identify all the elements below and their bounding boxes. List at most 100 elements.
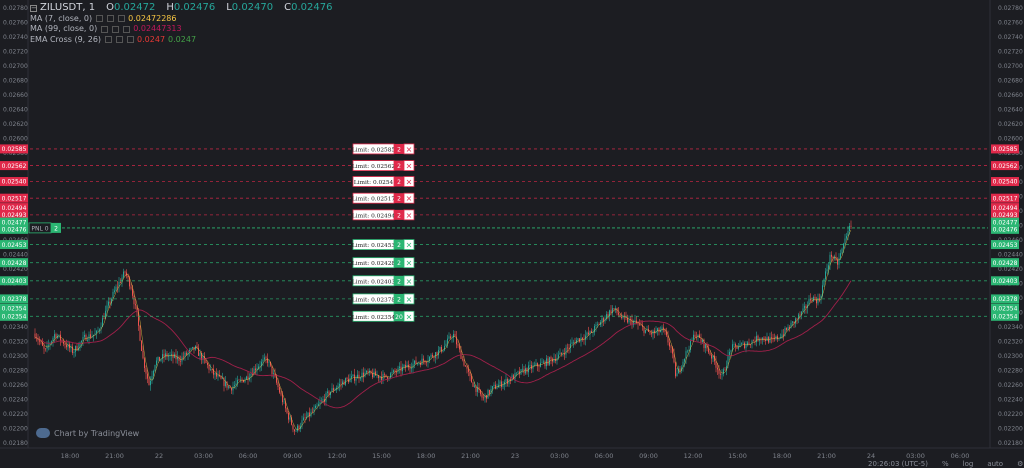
candle-body [565,347,567,355]
close-icon: × [406,211,413,220]
candle-body [400,366,402,372]
price-badge-label: 0.02354 [993,306,1018,313]
order-label: Limit: 0.02403 [352,279,395,285]
candle-body [618,312,619,315]
candle-body [417,363,418,365]
settings-icon[interactable] [116,36,124,44]
candle-body [573,342,574,343]
candle-body [741,343,742,345]
indicator-ma7[interactable]: MA (7, close, 0) 0.02472286 [30,14,332,25]
candle-body [849,225,850,231]
percent-toggle[interactable]: % [941,460,949,468]
order-qty: 2 [397,196,401,203]
cancel-order-button[interactable] [403,239,415,250]
cancel-order-button[interactable] [403,310,415,322]
order-sell[interactable]: Limit: 0.02494 2 × [30,209,988,221]
price-badge-left [0,240,28,250]
order-buy[interactable]: Limit: 0.02378 2 × [30,293,988,305]
candle-body [738,347,739,349]
eye-icon[interactable] [105,36,113,44]
position-line[interactable]: PNL 0 2 [28,222,988,234]
candle-body [483,397,484,399]
candle-body [87,340,88,341]
cancel-order-button[interactable] [403,209,415,221]
auto-toggle[interactable]: auto [987,460,1004,468]
collapse-icon[interactable]: − [30,3,37,12]
eye-icon[interactable] [101,25,109,33]
candle-body [384,373,385,375]
price-badge-label: 0.02354 [2,313,27,320]
order-qty: 20 [395,314,403,321]
order-sell[interactable]: Limit: 0.02585 2 × [30,143,988,155]
candle-body [309,412,310,417]
price-badge-label: 0.02540 [2,179,27,186]
order-lines[interactable]: Limit: 0.02585 2 × Limit: 0.02562 2 × Limit: 0… [28,143,988,322]
order-buy[interactable]: Limit: 0.02428 2 × [30,257,988,269]
order-buy[interactable]: Limit: 0.02403 2 × [30,275,988,287]
price-badge-left [0,161,28,171]
cancel-order-button[interactable] [403,293,415,305]
gear-icon[interactable]: ⚙ [1017,460,1024,468]
candle-body [259,365,261,367]
order-sell[interactable]: Limit: 0.02562 2 × [30,160,988,171]
candle-body [378,375,379,379]
order-buy[interactable]: Limit: 0.02354 20 × [30,310,988,322]
log-toggle[interactable]: log [962,460,974,468]
x-tick-label: 18:00 [61,452,80,460]
candle-body [366,370,367,373]
eye-icon[interactable] [96,15,104,23]
candle-body [702,339,703,343]
cancel-order-button[interactable] [403,257,415,269]
candle-body [748,342,750,345]
cancel-order-button[interactable] [403,275,415,287]
candle-body [415,360,417,365]
order-label: Limit: 0.02354 [352,315,395,321]
indicator-name: EMA Cross (9, 26) [30,34,102,44]
tradingview-watermark[interactable]: Chart by TradingView [36,428,139,438]
close-icon[interactable] [123,25,131,33]
x-tick-label: 18:00 [417,452,436,460]
y-tick-label-right: 0.02600 [998,136,1023,143]
candle-body [363,372,364,377]
candle-body [459,345,460,350]
close-icon[interactable] [118,15,126,23]
x-tick-label: 06:00 [239,452,258,460]
candle-body [256,368,258,371]
indicator-ma99[interactable]: MA (99, close, 0) 0.02447313 [30,24,332,35]
indicator-ema-cross[interactable]: EMA Cross (9, 26) 0.0247 0.0247 [30,35,332,46]
price-badge-label: 0.02493 [993,212,1018,219]
y-tick-label-right: 0.02740 [998,34,1023,41]
settings-icon[interactable] [107,15,115,23]
candle-body [139,325,141,341]
candle-body [409,367,411,369]
cancel-order-button[interactable] [403,143,415,155]
candle-body [781,334,783,338]
order-sell[interactable]: Limit: 0.02517 2 × [30,192,988,204]
candle-body [664,329,666,332]
x-tick-label: 15:00 [728,452,747,460]
price-badge-label: 0.02403 [993,278,1018,285]
close-icon[interactable] [127,36,135,44]
candle-body [207,362,208,365]
x-tick-label: 09:00 [283,452,302,460]
cancel-order-button[interactable] [403,192,415,204]
candle-body [474,385,475,387]
order-buy[interactable]: Limit: 0.02453 2 × [30,239,988,250]
cancel-order-button[interactable] [403,176,415,187]
candle-body [414,360,415,364]
settings-icon[interactable] [112,25,120,33]
price-badge-label: 0.02453 [993,242,1018,249]
candle-body [385,374,387,377]
order-qty-box [394,257,404,268]
close-icon: × [406,312,413,321]
candle-body [390,373,391,378]
order-sell[interactable]: Limit: 0.0254 2 × [30,176,988,187]
cancel-order-button[interactable] [403,160,415,171]
candle-body [613,308,615,309]
candle-body [336,387,337,390]
candle-body [160,358,162,361]
candle-body [216,373,217,377]
candle-body [345,378,346,385]
candle-body [649,331,651,334]
